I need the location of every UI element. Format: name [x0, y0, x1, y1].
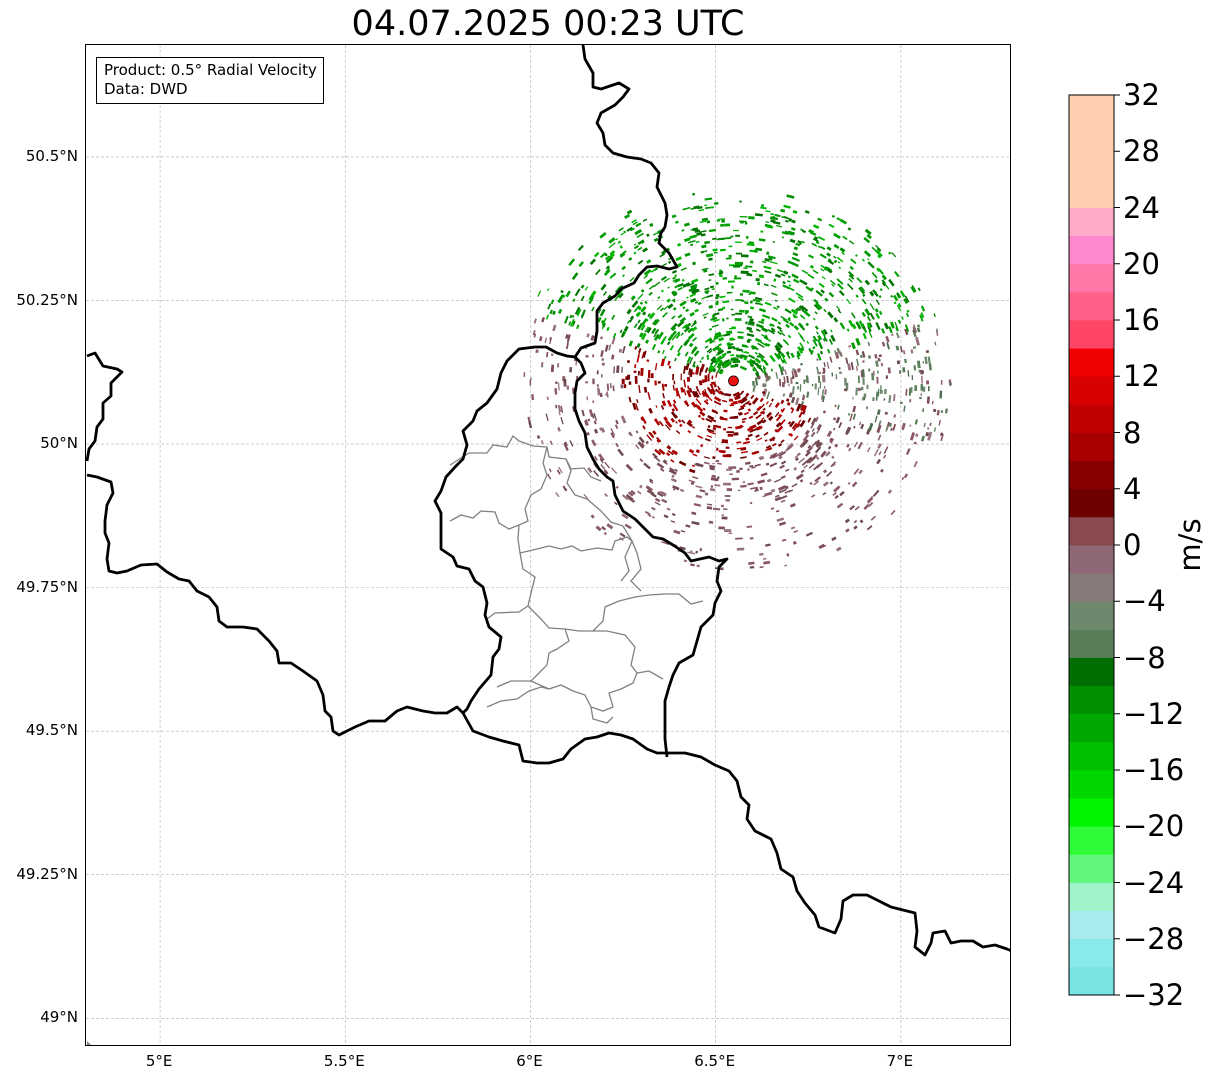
product-label: Product: 0.5° Radial Velocity [104, 61, 317, 79]
colorbar-tick-label: 24 [1123, 190, 1160, 225]
district-border [620, 539, 642, 592]
district-border [486, 686, 550, 708]
colorbar-segment [1069, 685, 1114, 715]
colorbar-segment [1069, 657, 1114, 687]
radar-velocity-echoes [523, 192, 952, 571]
district-border [449, 434, 602, 482]
latitude-tick-label: 49.75°N [16, 577, 78, 596]
colorbar-segment [1069, 291, 1114, 321]
colorbar-segment [1069, 123, 1114, 152]
colorbar-segment [1069, 263, 1114, 293]
latitude-tick-label: 50.5°N [25, 146, 78, 165]
district-border [590, 706, 614, 724]
colorbar-tick-label: −28 [1123, 921, 1185, 956]
latitude-tick-label: 50.25°N [16, 290, 78, 309]
map-area[interactable] [85, 44, 1011, 1046]
colorbar-segment [1069, 882, 1114, 912]
colorbar-segment [1069, 151, 1114, 180]
colorbar-segment [1069, 235, 1114, 265]
colorbar-tick-label: 8 [1123, 415, 1142, 450]
colorbar-segment [1069, 713, 1114, 743]
border-luxembourg-france-germany [461, 712, 1010, 957]
colorbar-segment [1069, 741, 1114, 771]
colorbar-tick-label: 16 [1123, 303, 1160, 337]
colorbar-segment [1069, 348, 1114, 377]
graticule [86, 45, 1010, 1045]
colorbar-segment [1069, 460, 1114, 490]
colorbar-segment [1069, 320, 1114, 349]
district-border [496, 628, 570, 688]
colorbar-tick-label: 28 [1123, 134, 1160, 169]
colorbar-tick-label: 0 [1123, 528, 1142, 562]
radar-map [86, 45, 1010, 1045]
map-title: 04.07.2025 00:23 UTC [351, 4, 745, 44]
colorbar-tick-label: −32 [1123, 978, 1185, 1012]
district-border [565, 458, 633, 542]
colorbar-segment [1069, 432, 1114, 462]
longitude-tick-label: 7°E [886, 1052, 914, 1070]
district-border [517, 446, 633, 554]
latitude-tick-label: 49.5°N [25, 721, 78, 740]
latitude-tick-label: 49°N [40, 1008, 78, 1027]
colorbar-segment [1069, 95, 1114, 124]
longitude-tick-label: 6.5°E [694, 1052, 736, 1070]
border-luxembourg-germany [573, 356, 729, 758]
district-border [486, 552, 536, 620]
colorbar-segment [1069, 404, 1114, 433]
colorbar-segment [1069, 966, 1114, 996]
colorbar-segment [1069, 770, 1114, 799]
border-belgium-france [86, 45, 679, 737]
district-border [527, 593, 704, 632]
latitude-tick-label: 49.25°N [16, 864, 78, 883]
colorbar-tick-label: −8 [1123, 640, 1166, 675]
latitude-tick-label: 50°N [40, 434, 78, 453]
colorbar-tick-label: −12 [1123, 696, 1185, 731]
velocity-colorbar [1068, 94, 1120, 996]
colorbar-segment [1069, 601, 1114, 630]
longitude-tick-label: 5°E [145, 1052, 173, 1070]
colorbar-tick-label: 20 [1123, 246, 1160, 281]
colorbar-segment [1069, 376, 1114, 405]
district-borders [449, 434, 704, 724]
colorbar-segment [1069, 629, 1114, 658]
colorbar-segment [1069, 516, 1114, 546]
product-info-box: Product: 0.5° Radial Velocity Data: DWD [96, 57, 324, 104]
colorbar-tick-label: −4 [1123, 584, 1166, 619]
colorbar-tick-label: −20 [1123, 809, 1185, 844]
colorbar-tick-label: 12 [1123, 359, 1160, 394]
colorbar-tick-label: −16 [1123, 753, 1185, 787]
colorbar-tick-label: 32 [1123, 78, 1160, 112]
radar-site-marker[interactable] [728, 375, 739, 387]
colorbar-segment [1069, 798, 1114, 827]
colorbar-segment [1069, 207, 1114, 237]
colorbar-segment [1069, 854, 1114, 883]
country-borders [86, 45, 1010, 957]
colorbar-segment [1069, 910, 1114, 940]
data-source-label: Data: DWD [104, 80, 188, 98]
colorbar-tick-label: 4 [1123, 471, 1142, 506]
colorbar-segment [1069, 545, 1114, 574]
colorbar-segment [1069, 179, 1114, 208]
colorbar-tick-label: −24 [1123, 865, 1185, 900]
colorbar-segment [1069, 488, 1114, 518]
colorbar-segment [1069, 938, 1114, 968]
colorbar-segment [1069, 826, 1114, 855]
district-border [449, 510, 520, 530]
border-luxembourg-belgium-france [86, 351, 124, 462]
colorbar-segment [1069, 573, 1114, 602]
map-corner-mark [87, 1041, 91, 1045]
longitude-tick-label: 5.5°E [323, 1052, 365, 1070]
colorbar-unit-label: m/s [1173, 518, 1207, 572]
district-border [593, 630, 664, 680]
longitude-tick-label: 6°E [516, 1052, 543, 1070]
district-border [530, 672, 638, 712]
